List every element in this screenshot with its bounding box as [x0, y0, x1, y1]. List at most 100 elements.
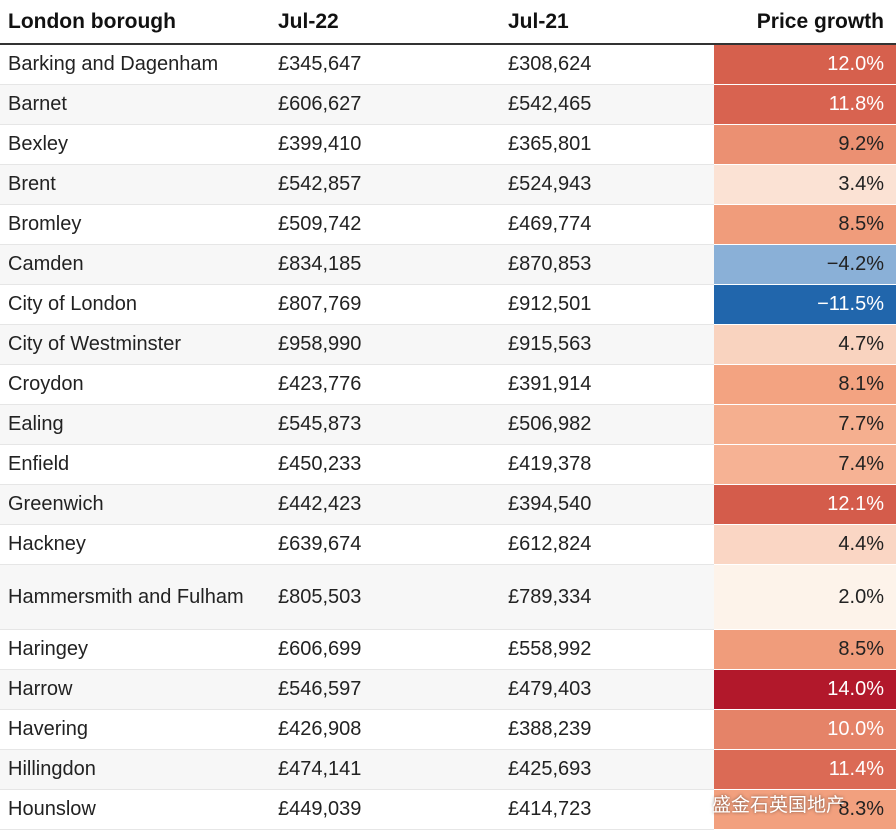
borough-cell: Haringey	[0, 629, 270, 670]
jul21-cell: £425,693	[500, 749, 714, 790]
borough-cell: Brent	[0, 164, 270, 205]
table-row: Bexley £399,410 £365,801 9.2%	[0, 124, 896, 165]
borough-cell: Enfield	[0, 444, 270, 485]
borough-cell: Havering	[0, 709, 270, 750]
table-row: Barnet £606,627 £542,465 11.8%	[0, 84, 896, 125]
growth-cell: 11.8%	[714, 84, 896, 125]
jul22-cell: £807,769	[270, 284, 500, 325]
table-row: Ealing £545,873 £506,982 7.7%	[0, 404, 896, 445]
table-row: Hammersmith and Fulham £805,503 £789,334 2.…	[0, 564, 896, 630]
growth-cell: 3.4%	[714, 164, 896, 205]
column-header-borough[interactable]: London borough	[0, 0, 270, 45]
table-row: Harrow £546,597 £479,403 14.0%	[0, 669, 896, 710]
growth-cell: 7.7%	[714, 404, 896, 445]
jul22-cell: £442,423	[270, 484, 500, 525]
growth-cell: −4.2%	[714, 244, 896, 285]
jul21-cell: £912,501	[500, 284, 714, 325]
growth-cell: 14.0%	[714, 669, 896, 710]
jul22-cell: £606,627	[270, 84, 500, 125]
jul21-cell: £419,378	[500, 444, 714, 485]
jul22-cell: £449,039	[270, 789, 500, 830]
table-row: Croydon £423,776 £391,914 8.1%	[0, 364, 896, 405]
growth-cell: 8.1%	[714, 364, 896, 405]
jul22-cell: £606,699	[270, 629, 500, 670]
jul21-cell: £506,982	[500, 404, 714, 445]
jul21-cell: £524,943	[500, 164, 714, 205]
borough-cell: Croydon	[0, 364, 270, 405]
borough-cell: Hounslow	[0, 789, 270, 830]
table-row: Greenwich £442,423 £394,540 12.1%	[0, 484, 896, 525]
table-row: Hillingdon £474,141 £425,693 11.4%	[0, 749, 896, 790]
jul21-cell: £388,239	[500, 709, 714, 750]
growth-cell: 4.4%	[714, 524, 896, 565]
jul22-cell: £399,410	[270, 124, 500, 165]
table-row: Enfield £450,233 £419,378 7.4%	[0, 444, 896, 485]
header-row: London borough Jul-22 Jul-21 Price growt…	[0, 0, 896, 45]
jul21-cell: £479,403	[500, 669, 714, 710]
growth-cell: 8.5%	[714, 629, 896, 670]
borough-cell: Barnet	[0, 84, 270, 125]
jul22-cell: £345,647	[270, 44, 500, 85]
table-row: Camden £834,185 £870,853 −4.2%	[0, 244, 896, 285]
borough-cell: Hackney	[0, 524, 270, 565]
jul22-cell: £450,233	[270, 444, 500, 485]
jul22-cell: £545,873	[270, 404, 500, 445]
borough-cell: City of Westminster	[0, 324, 270, 365]
jul21-cell: £870,853	[500, 244, 714, 285]
growth-cell: 8.5%	[714, 204, 896, 245]
table-row: Brent £542,857 £524,943 3.4%	[0, 164, 896, 205]
jul22-cell: £958,990	[270, 324, 500, 365]
growth-cell: 7.4%	[714, 444, 896, 485]
borough-cell: Hammersmith and Fulham	[0, 564, 270, 630]
jul21-cell: £558,992	[500, 629, 714, 670]
watermark: 盛金石英国地产	[670, 789, 890, 817]
borough-cell: Ealing	[0, 404, 270, 445]
growth-cell: 10.0%	[714, 709, 896, 750]
table-row: Havering £426,908 £388,239 10.0%	[0, 709, 896, 750]
table-row: City of London £807,769 £912,501 −11.5%	[0, 284, 896, 325]
watermark-text: 盛金石英国地产	[712, 794, 846, 816]
borough-cell: Camden	[0, 244, 270, 285]
growth-cell: 11.4%	[714, 749, 896, 790]
jul22-cell: £542,857	[270, 164, 500, 205]
jul22-cell: £639,674	[270, 524, 500, 565]
table-row: Barking and Dagenham £345,647 £308,624 12.0…	[0, 44, 896, 85]
borough-cell: Bromley	[0, 204, 270, 245]
table-row: Haringey £606,699 £558,992 8.5%	[0, 629, 896, 670]
jul21-cell: £308,624	[500, 44, 714, 85]
jul22-cell: £805,503	[270, 564, 500, 630]
jul22-cell: £423,776	[270, 364, 500, 405]
jul21-cell: £469,774	[500, 204, 714, 245]
jul22-cell: £546,597	[270, 669, 500, 710]
growth-cell: 4.7%	[714, 324, 896, 365]
borough-cell: Barking and Dagenham	[0, 44, 270, 85]
borough-cell: Hillingdon	[0, 749, 270, 790]
column-header-jul21[interactable]: Jul-21	[500, 0, 714, 45]
table-row: Hackney £639,674 £612,824 4.4%	[0, 524, 896, 565]
jul21-cell: £365,801	[500, 124, 714, 165]
jul21-cell: £915,563	[500, 324, 714, 365]
jul21-cell: £394,540	[500, 484, 714, 525]
jul22-cell: £509,742	[270, 204, 500, 245]
growth-cell: 12.1%	[714, 484, 896, 525]
growth-cell: 9.2%	[714, 124, 896, 165]
column-header-jul22[interactable]: Jul-22	[270, 0, 500, 45]
jul22-cell: £474,141	[270, 749, 500, 790]
jul22-cell: £426,908	[270, 709, 500, 750]
table-row: City of Westminster £958,990 £915,563 4.7%	[0, 324, 896, 365]
jul21-cell: £542,465	[500, 84, 714, 125]
jul21-cell: £789,334	[500, 564, 714, 630]
jul21-cell: £391,914	[500, 364, 714, 405]
table-row: Bromley £509,742 £469,774 8.5%	[0, 204, 896, 245]
jul22-cell: £834,185	[270, 244, 500, 285]
borough-cell: City of London	[0, 284, 270, 325]
wechat-icon	[671, 791, 702, 814]
column-header-growth[interactable]: Price growth	[714, 0, 896, 45]
growth-cell: 2.0%	[714, 564, 896, 630]
borough-cell: Greenwich	[0, 484, 270, 525]
growth-cell: 12.0%	[714, 44, 896, 85]
growth-cell: −11.5%	[714, 284, 896, 325]
borough-cell: Bexley	[0, 124, 270, 165]
growth-cell: 8.3%	[714, 789, 896, 830]
